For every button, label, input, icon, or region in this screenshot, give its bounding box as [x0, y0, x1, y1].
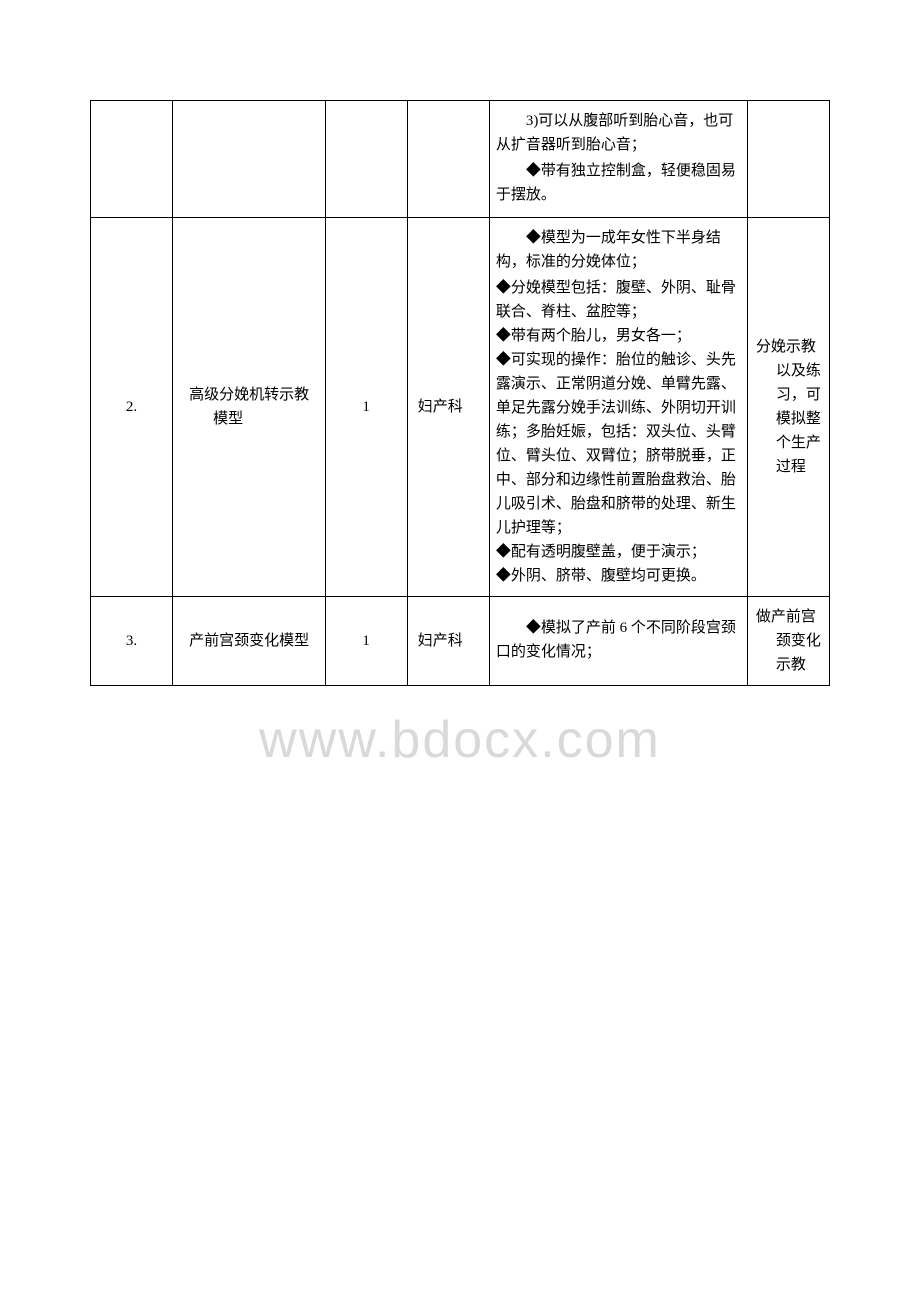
cell-desc: ◆模拟了产前 6 个不同阶段宫颈口的变化情况；: [489, 597, 747, 686]
cell-purpose: 分娩示教以及练习，可模拟整个生产过程: [747, 218, 829, 597]
cell-num: 2.: [91, 218, 173, 597]
cell-name: 产前宫颈变化模型: [173, 597, 325, 686]
desc-text: 3)可以从腹部听到胎心音，也可从扩音器听到胎心音；: [496, 109, 741, 157]
cell-desc: 3)可以从腹部听到胎心音，也可从扩音器听到胎心音； ◆带有独立控制盒，轻便稳固易…: [489, 101, 747, 218]
cell-dept: [407, 101, 489, 218]
cell-name: 高级分娩机转示教模型: [173, 218, 325, 597]
cell-dept: 妇产科: [407, 218, 489, 597]
cell-qty: 1: [325, 597, 407, 686]
cell-num: [91, 101, 173, 218]
equipment-table: 3)可以从腹部听到胎心音，也可从扩音器听到胎心音； ◆带有独立控制盒，轻便稳固易…: [90, 100, 830, 686]
desc-text: ◆模型为一成年女性下半身结构，标准的分娩体位；: [496, 226, 741, 274]
cell-qty: 1: [325, 218, 407, 597]
table-row: 3)可以从腹部听到胎心音，也可从扩音器听到胎心音； ◆带有独立控制盒，轻便稳固易…: [91, 101, 830, 218]
cell-qty: [325, 101, 407, 218]
cell-name: [173, 101, 325, 218]
cell-dept: 妇产科: [407, 597, 489, 686]
cell-purpose: [747, 101, 829, 218]
cell-purpose: 做产前宫颈变化示教: [747, 597, 829, 686]
desc-text: ◆分娩模型包括：腹壁、外阴、耻骨联合、脊柱、盆腔等； ◆带有两个胎儿，男女各一；…: [496, 276, 741, 588]
desc-text: ◆模拟了产前 6 个不同阶段宫颈口的变化情况；: [496, 616, 741, 664]
cell-desc: ◆模型为一成年女性下半身结构，标准的分娩体位； ◆分娩模型包括：腹壁、外阴、耻骨…: [489, 218, 747, 597]
watermark-text: www.bdocx.com: [259, 710, 661, 770]
cell-num: 3.: [91, 597, 173, 686]
desc-text: ◆带有独立控制盒，轻便稳固易于摆放。: [496, 159, 741, 207]
table-row: 2. 高级分娩机转示教模型 1 妇产科 ◆模型为一成年女性下半身结构，标准的分娩…: [91, 218, 830, 597]
table-row: 3. 产前宫颈变化模型 1 妇产科 ◆模拟了产前 6 个不同阶段宫颈口的变化情况…: [91, 597, 830, 686]
